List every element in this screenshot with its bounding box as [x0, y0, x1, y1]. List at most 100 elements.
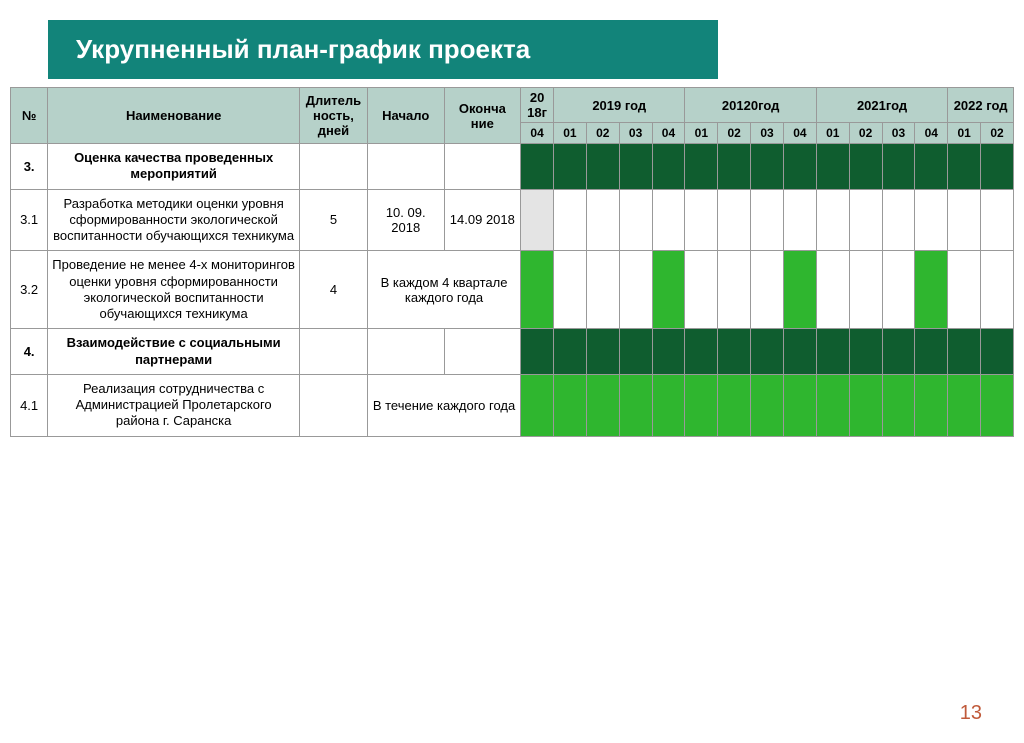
gantt-cell: [981, 144, 1014, 190]
page-title: Укрупненный план-график проекта: [48, 20, 718, 79]
header-name: Наименование: [48, 88, 300, 144]
gantt-cell: [586, 329, 619, 375]
gantt-cell: [816, 144, 849, 190]
header-quarter: 01: [685, 123, 718, 144]
gantt-cell: [783, 251, 816, 329]
gantt-cell: [783, 374, 816, 436]
header-year-2020: 20120год: [685, 88, 816, 123]
gantt-cell: [915, 329, 948, 375]
gantt-cell: [751, 144, 784, 190]
gantt-cell: [718, 251, 751, 329]
gantt-cell: [882, 251, 915, 329]
header-year-2019: 2019 год: [554, 88, 685, 123]
table-row: 4.Взаимодействие с социальными партнерам…: [11, 329, 1014, 375]
gantt-cell: [521, 329, 554, 375]
gantt-cell: [554, 374, 587, 436]
table-body: 3.Оценка качества проведенных мероприяти…: [11, 144, 1014, 437]
header-quarter: 02: [849, 123, 882, 144]
row-end: 14.09 2018: [444, 189, 521, 251]
gantt-cell: [521, 189, 554, 251]
gantt-cell: [915, 251, 948, 329]
header-quarter: 04: [521, 123, 554, 144]
row-duration: 4: [300, 251, 368, 329]
gantt-cell: [882, 144, 915, 190]
gantt-cell: [751, 329, 784, 375]
gantt-cell: [619, 329, 652, 375]
gantt-cell: [652, 251, 685, 329]
gantt-cell: [948, 189, 981, 251]
row-start: [367, 329, 444, 375]
row-duration: 5: [300, 189, 368, 251]
header-start: Начало: [367, 88, 444, 144]
gantt-cell: [751, 374, 784, 436]
gantt-cell: [652, 189, 685, 251]
gantt-cell: [718, 374, 751, 436]
gantt-cell: [751, 251, 784, 329]
header-quarter: 03: [619, 123, 652, 144]
header-year-2022: 2022 год: [948, 88, 1014, 123]
gantt-cell: [981, 189, 1014, 251]
gantt-cell: [554, 189, 587, 251]
gantt-cell: [882, 189, 915, 251]
row-start: 10. 09. 2018: [367, 189, 444, 251]
gantt-cell: [849, 251, 882, 329]
row-period-merged: В каждом 4 квартале каждого года: [367, 251, 520, 329]
row-number: 3.: [11, 144, 48, 190]
gantt-cell: [586, 374, 619, 436]
gantt-cell: [783, 189, 816, 251]
gantt-cell: [652, 144, 685, 190]
header-quarter: 04: [652, 123, 685, 144]
gantt-cell: [685, 144, 718, 190]
row-number: 3.1: [11, 189, 48, 251]
header-duration: Длитель ность, дней: [300, 88, 368, 144]
gantt-cell: [849, 144, 882, 190]
gantt-cell: [816, 329, 849, 375]
table-row: 3.2Проведение не менее 4-х мониторингов …: [11, 251, 1014, 329]
gantt-cell: [586, 189, 619, 251]
row-start: [367, 144, 444, 190]
gantt-cell: [718, 189, 751, 251]
header-end: Оконча ние: [444, 88, 521, 144]
table-row: 4.1Реализация сотрудничества с Администр…: [11, 374, 1014, 436]
header-quarter: 03: [882, 123, 915, 144]
header-quarter: 03: [751, 123, 784, 144]
gantt-cell: [948, 329, 981, 375]
gantt-cell: [619, 189, 652, 251]
row-number: 4.1: [11, 374, 48, 436]
gantt-cell: [981, 251, 1014, 329]
gantt-cell: [915, 374, 948, 436]
row-name: Разработка методики оценки уровня сформи…: [48, 189, 300, 251]
gantt-cell: [685, 374, 718, 436]
page-number: 13: [960, 702, 982, 725]
gantt-cell: [718, 144, 751, 190]
row-period-merged: В течение каждого года: [367, 374, 520, 436]
gantt-cell: [816, 374, 849, 436]
header-quarter: 02: [586, 123, 619, 144]
gantt-cell: [652, 329, 685, 375]
row-end: [444, 144, 521, 190]
gantt-cell: [586, 251, 619, 329]
table-row: 3.1Разработка методики оценки уровня сфо…: [11, 189, 1014, 251]
gantt-cell: [915, 189, 948, 251]
header-quarter: 04: [915, 123, 948, 144]
gantt-cell: [882, 374, 915, 436]
row-name: Реализация сотрудничества с Администраци…: [48, 374, 300, 436]
gantt-cell: [521, 374, 554, 436]
header-year-2021: 2021год: [816, 88, 947, 123]
header-year-2018: 20 18г: [521, 88, 554, 123]
row-end: [444, 329, 521, 375]
row-number: 3.2: [11, 251, 48, 329]
gantt-cell: [685, 329, 718, 375]
row-name: Взаимодействие с социальными партнерами: [48, 329, 300, 375]
gantt-cell: [849, 374, 882, 436]
gantt-cell: [981, 374, 1014, 436]
gantt-cell: [948, 374, 981, 436]
gantt-cell: [948, 144, 981, 190]
gantt-cell: [816, 251, 849, 329]
row-name: Проведение не менее 4-х мониторингов оце…: [48, 251, 300, 329]
gantt-cell: [685, 189, 718, 251]
header-quarter: 02: [718, 123, 751, 144]
gantt-cell: [816, 189, 849, 251]
header-quarter: 01: [816, 123, 849, 144]
gantt-cell: [882, 329, 915, 375]
